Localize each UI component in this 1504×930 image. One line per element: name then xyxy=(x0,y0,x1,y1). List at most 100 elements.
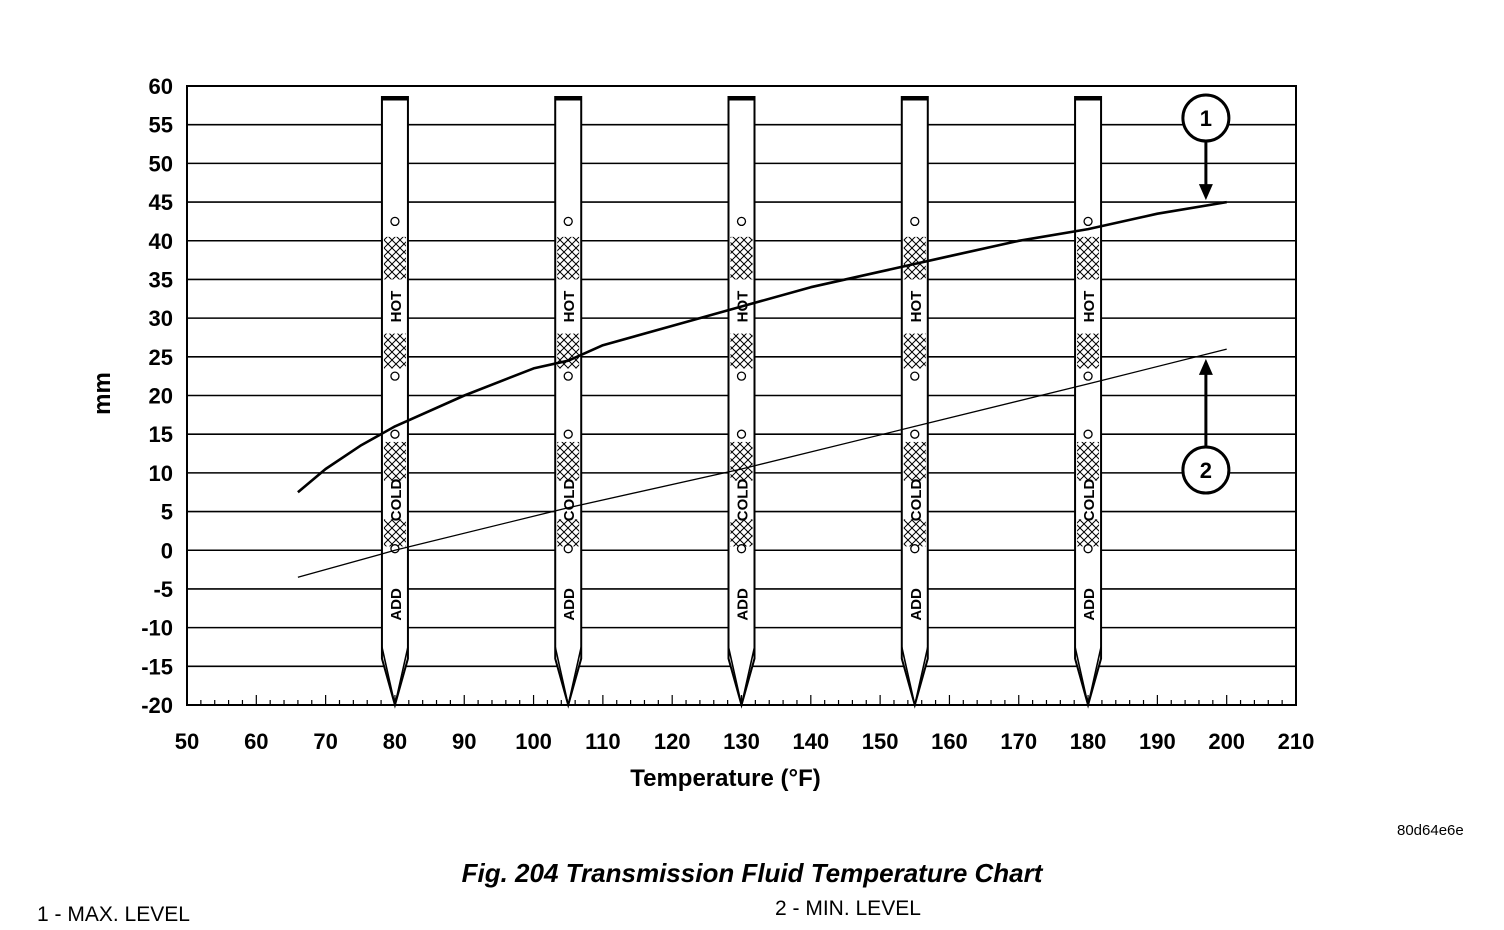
hot-hatch xyxy=(730,333,753,369)
figure-caption: Fig. 204 Transmission Fluid Temperature … xyxy=(461,858,1043,888)
hot-hatch xyxy=(1077,236,1100,280)
hot-hatch xyxy=(730,236,753,280)
x-tick-label: 150 xyxy=(862,729,899,754)
series-line-min xyxy=(297,348,1227,578)
dipstick-hot-label: HOT xyxy=(561,291,578,323)
hot-hatch xyxy=(903,333,926,369)
dipstick-marker xyxy=(910,429,920,439)
cold-hatch xyxy=(903,441,926,481)
dipstick-marker xyxy=(563,216,573,227)
series xyxy=(297,200,1227,578)
callout-2-label: 2 xyxy=(1200,458,1212,483)
cold-hatch xyxy=(557,519,580,547)
y-tick-label: 5 xyxy=(161,500,173,525)
x-axis-label: Temperature (°F) xyxy=(630,765,821,792)
dipstick-add-label: ADD xyxy=(388,588,405,621)
dipstick-cold-label: COLD xyxy=(1081,479,1098,522)
dipstick-marker xyxy=(1083,429,1093,439)
dipstick-cold-label: COLD xyxy=(561,479,578,522)
dipstick-marker xyxy=(390,429,400,439)
dipsticks: HOT COLD ADD HOT COLD ADD HOT COLD ADD HOT COLD ADD… xyxy=(380,96,1103,709)
hot-hatch xyxy=(557,236,580,280)
dipstick-marker xyxy=(736,429,747,439)
x-tick-label: 170 xyxy=(1000,729,1037,754)
cold-hatch xyxy=(383,519,406,547)
callout-1-label: 1 xyxy=(1200,106,1212,131)
cold-hatch xyxy=(730,519,753,547)
x-tick-label: 60 xyxy=(244,729,268,754)
y-tick-label: 0 xyxy=(161,538,173,563)
x-tick-label: 120 xyxy=(654,729,691,754)
y-tick-label: 55 xyxy=(149,113,173,138)
figure-code: 80d64e6e xyxy=(1397,822,1464,839)
hot-hatch xyxy=(383,333,406,369)
dipstick-marker xyxy=(736,544,747,554)
dipstick-hot-label: HOT xyxy=(388,291,405,323)
dipstick-marker xyxy=(390,216,400,227)
dipstick-marker xyxy=(1083,544,1093,554)
y-tick-label: 25 xyxy=(149,345,173,370)
dipstick: HOT COLD ADD xyxy=(380,96,409,709)
cold-hatch xyxy=(730,441,753,481)
dipstick-marker xyxy=(563,371,573,381)
hot-hatch xyxy=(557,333,580,369)
x-tick-label: 140 xyxy=(792,729,829,754)
y-tick-label: -10 xyxy=(141,616,173,641)
x-tick-label: 190 xyxy=(1139,729,1176,754)
y-tick-label: 40 xyxy=(149,229,173,254)
y-axis-label: mm xyxy=(89,372,116,415)
hot-hatch xyxy=(903,236,926,280)
axes: 50 60 70 80 90 100 110 120 130 140 150 160 170 180 190… xyxy=(89,74,1314,792)
legend-item-min-level: 2 - MIN. LEVEL xyxy=(775,897,921,920)
dipstick-marker xyxy=(390,371,400,381)
cold-hatch xyxy=(383,441,406,481)
dipstick-marker xyxy=(910,544,920,554)
hot-hatch xyxy=(1077,333,1100,369)
x-tick-label: 160 xyxy=(931,729,968,754)
dipstick-marker xyxy=(1083,216,1093,227)
dipstick-marker xyxy=(563,429,573,439)
dipstick-add-label: ADD xyxy=(908,588,925,621)
y-tick-label: 10 xyxy=(149,461,173,486)
dipstick-add-label: ADD xyxy=(1081,588,1098,621)
dipstick-add-label: ADD xyxy=(561,588,578,621)
cold-hatch xyxy=(1077,519,1100,547)
x-tick-label: 100 xyxy=(515,729,552,754)
dipstick: HOT COLD ADD xyxy=(1074,96,1103,709)
y-tick-label: -20 xyxy=(141,693,173,718)
dipstick: HOT COLD ADD xyxy=(900,96,929,709)
callout-1-arrowhead xyxy=(1198,184,1213,201)
dipstick-marker xyxy=(736,216,747,227)
legend-item-max-level: 1 - MAX. LEVEL xyxy=(37,903,190,926)
x-tick-label: 200 xyxy=(1208,729,1245,754)
dipstick-marker xyxy=(910,216,920,227)
callouts: 12 xyxy=(1181,93,1231,495)
x-tick-label: 90 xyxy=(452,729,476,754)
y-tick-label: 35 xyxy=(149,267,173,292)
cold-hatch xyxy=(1077,441,1100,481)
cold-hatch xyxy=(557,441,580,481)
series-line-max xyxy=(297,200,1227,494)
dipstick-cold-label: COLD xyxy=(388,479,405,522)
callout-2-arrowhead xyxy=(1198,358,1213,375)
dipstick-marker xyxy=(910,371,920,381)
cold-hatch xyxy=(903,519,926,547)
y-tick-label: -5 xyxy=(153,577,173,602)
y-tick-label: 45 xyxy=(149,190,173,215)
dipstick-cold-label: COLD xyxy=(735,479,752,522)
x-tick-label: 210 xyxy=(1278,729,1315,754)
dipstick-hot-label: HOT xyxy=(908,291,925,323)
dipstick-marker xyxy=(1083,371,1093,381)
dipstick-marker xyxy=(736,371,747,381)
y-tick-label: -15 xyxy=(141,654,173,679)
x-tick-label: 110 xyxy=(585,729,621,754)
dipstick-hot-label: HOT xyxy=(1081,291,1098,323)
x-tick-label: 70 xyxy=(313,729,337,754)
x-tick-label: 180 xyxy=(1070,729,1107,754)
dipstick-cold-label: COLD xyxy=(908,479,925,522)
x-tick-label: 50 xyxy=(175,729,199,754)
dipstick: HOT COLD ADD xyxy=(554,96,583,709)
y-tick-label: 60 xyxy=(149,74,173,99)
